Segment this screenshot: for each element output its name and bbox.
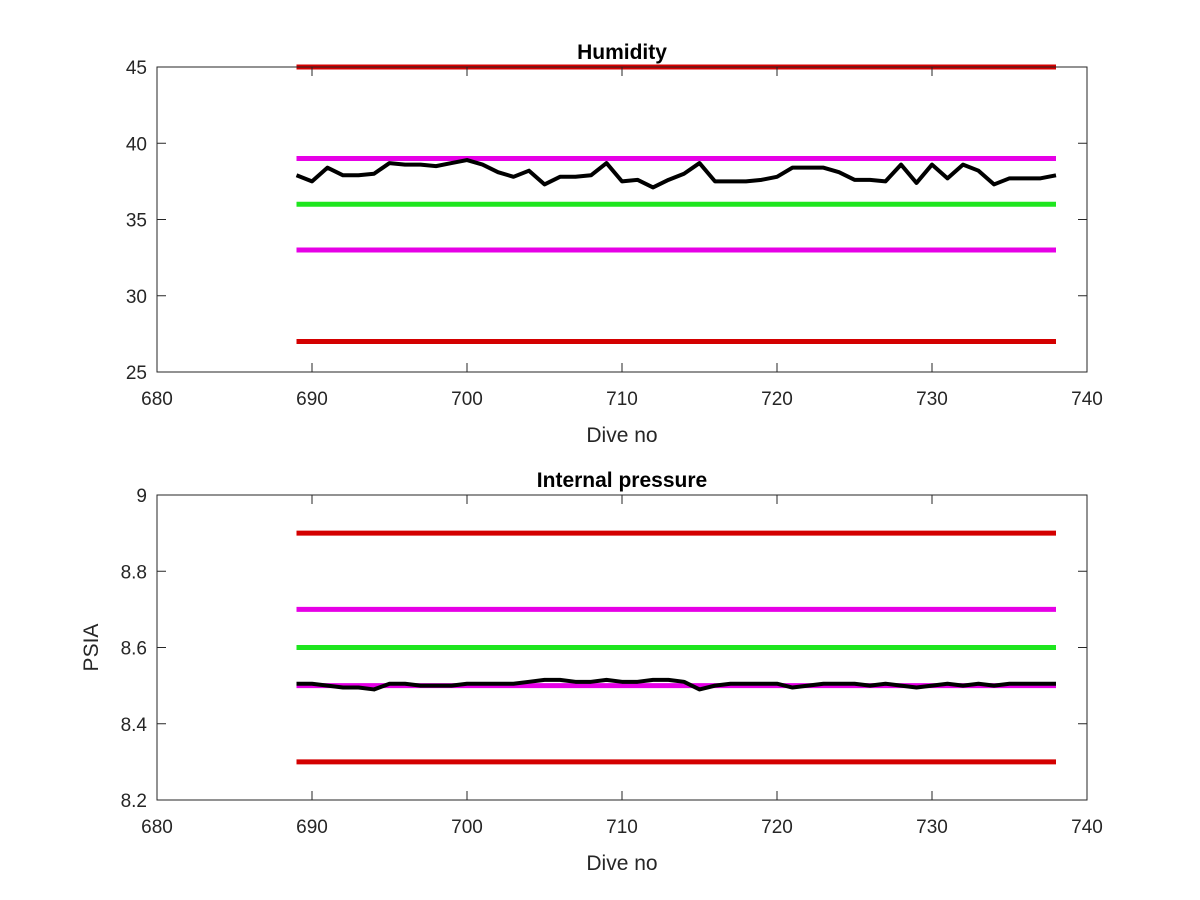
y-axis-label: PSIA <box>80 624 103 672</box>
chart-title: Humidity <box>577 41 667 64</box>
x-tick-label: 690 <box>296 389 328 410</box>
x-tick-label: 710 <box>606 389 638 410</box>
y-tick-label: 8.8 <box>121 562 147 583</box>
y-tick-label: 25 <box>126 363 147 384</box>
y-tick-label: 30 <box>126 287 147 308</box>
x-tick-label: 740 <box>1071 817 1103 838</box>
chart-panel-1: 680 690 700 710 720 730 740 25 30 35 40 45 Humidity D… <box>126 41 1103 447</box>
data-series-line <box>296 677 1056 692</box>
x-tick-label: 710 <box>606 817 638 838</box>
y-tick-label: 8.2 <box>121 791 147 812</box>
y-tick-label: 8.6 <box>121 639 147 660</box>
x-tick-label: 720 <box>761 389 793 410</box>
y-tick-label: 8.4 <box>121 715 148 736</box>
x-axis-label: Dive no <box>586 852 657 875</box>
y-tick-label: 45 <box>126 58 147 79</box>
x-tick-label: 720 <box>761 817 793 838</box>
data-series-line <box>295 158 1057 190</box>
x-tick-label: 730 <box>916 817 948 838</box>
x-tick-label: 680 <box>141 817 173 838</box>
chart-title: Internal pressure <box>537 469 707 492</box>
x-tick-label: 740 <box>1071 389 1103 410</box>
y-tick-label: 9 <box>136 486 147 507</box>
x-axis-label: Dive no <box>586 424 657 447</box>
y-tick-label: 40 <box>126 134 147 155</box>
x-tick-label: 700 <box>451 817 483 838</box>
plot-area-frame <box>156 66 1088 373</box>
x-tick-label: 730 <box>916 389 948 410</box>
x-tick-label: 690 <box>296 817 328 838</box>
x-tick-label: 680 <box>141 389 173 410</box>
y-tick-label: 35 <box>126 211 147 232</box>
x-tick-label: 700 <box>451 389 483 410</box>
chart-panel-2: 680 690 700 710 720 730 740 8.2 8.4 8.6 8.8 9 Intern… <box>80 469 1103 875</box>
